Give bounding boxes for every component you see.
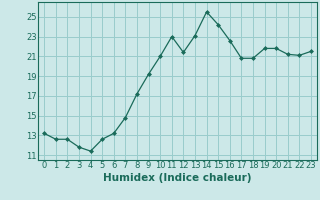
X-axis label: Humidex (Indice chaleur): Humidex (Indice chaleur) xyxy=(103,173,252,183)
